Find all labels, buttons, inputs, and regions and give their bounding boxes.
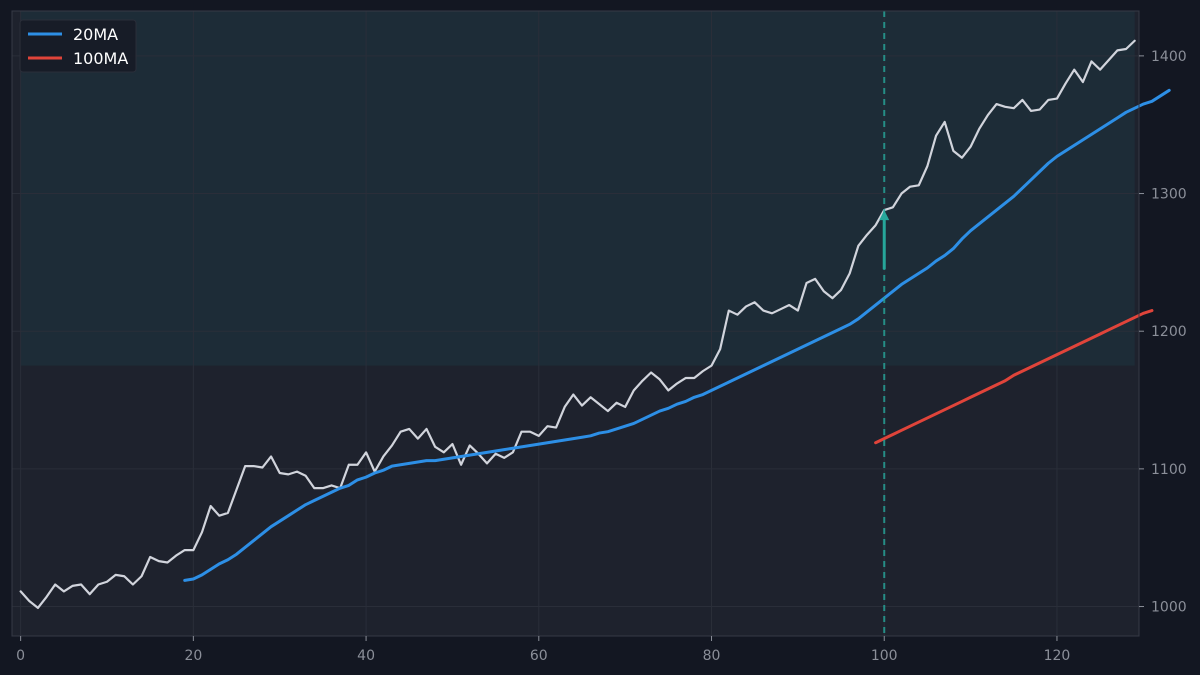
x-tick-label-80: 80 [703, 648, 721, 664]
shaded-zone [20, 11, 1135, 366]
x-tick-label-60: 60 [530, 648, 548, 664]
y-tick-label-1200: 1200 [1151, 324, 1187, 340]
x-tick-label-120: 120 [1044, 648, 1071, 664]
y-tick-label-1100: 1100 [1151, 462, 1187, 478]
series-line-price [19, 39, 1136, 610]
series-line-ma100 [874, 309, 1154, 445]
crossover-arrow-head [879, 210, 890, 221]
series-layer [19, 39, 1171, 610]
grid-layer [12, 11, 1139, 636]
legend-label-ma100: 100MA [73, 49, 128, 68]
background-layer [12, 11, 1139, 636]
y-tick-label-1000: 1000 [1151, 600, 1187, 616]
marker-layer [879, 11, 890, 636]
legend-label-ma20: 20MA [73, 25, 118, 44]
x-tick-label-0: 0 [16, 648, 25, 664]
x-tick-label-100: 100 [871, 648, 898, 664]
series-line-ma20 [183, 88, 1171, 582]
y-tick-label-1300: 1300 [1151, 187, 1187, 203]
x-tick-label-20: 20 [184, 648, 202, 664]
legend: 20MA 100MA [19, 19, 137, 73]
y-tick-label-1400: 1400 [1151, 49, 1187, 65]
x-tick-label-40: 40 [357, 648, 375, 664]
plot-frame [11, 10, 1140, 637]
plot-area [12, 11, 1139, 636]
axes-layer: 0 20 40 60 80 100 120 1000 1100 1200 1300 1400 [11, 10, 1187, 664]
